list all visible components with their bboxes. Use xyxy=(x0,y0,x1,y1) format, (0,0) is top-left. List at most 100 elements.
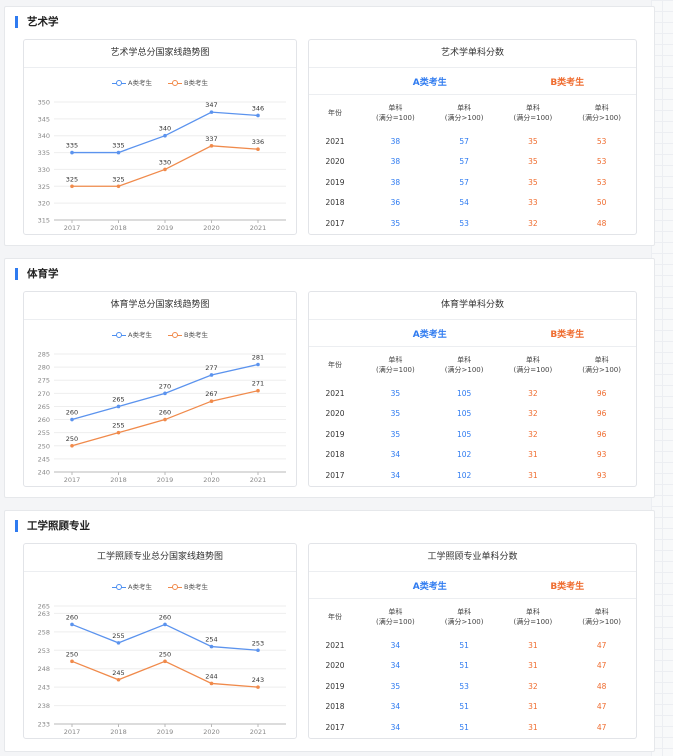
table-title: 艺术学单科分数 xyxy=(309,40,636,68)
data-point[interactable] xyxy=(256,685,260,689)
table-column-header: 年份 单科 (满分=100) 单科 (满分>100) 单科 (满分=100) 单科 (满… xyxy=(309,599,636,635)
data-point[interactable] xyxy=(209,644,214,649)
data-label: 271 xyxy=(252,380,264,388)
table-group-header: A类考生 B类考生 xyxy=(309,320,636,347)
data-point[interactable] xyxy=(256,648,260,653)
data-point[interactable] xyxy=(70,150,74,155)
data-point[interactable] xyxy=(256,388,260,393)
cell-a-subject-over100: 57 xyxy=(459,177,469,187)
table-column-header: 年份 单科 (满分=100) 单科 (满分>100) 单科 (满分=100) 单科 (满… xyxy=(309,347,636,383)
data-point[interactable] xyxy=(163,622,167,627)
cell-year: 2020 xyxy=(325,661,345,671)
data-label: 336 xyxy=(252,138,264,146)
x-tick-label: 2021 xyxy=(250,476,267,484)
cell-year: 2017 xyxy=(325,470,345,480)
data-point[interactable] xyxy=(70,659,74,664)
trend-chart-panel: 体育学总分国家线趋势图 A类考生 B类考生 240 245 250 255 260 265… xyxy=(23,291,297,487)
group-b-label: B类考生 xyxy=(550,77,585,88)
data-point[interactable] xyxy=(70,622,74,627)
data-point[interactable] xyxy=(70,417,74,422)
data-point[interactable] xyxy=(116,404,121,409)
cell-b-subject-over100: 47 xyxy=(596,702,607,712)
cell-b-subject-100: 32 xyxy=(528,429,538,439)
y-tick-label: 243 xyxy=(38,684,50,692)
col-label: 单科 xyxy=(594,356,609,364)
cell-b-subject-100: 31 xyxy=(528,470,538,480)
table-group-header: A类考生 B类考生 xyxy=(309,572,636,599)
y-tick-label: 345 xyxy=(38,115,50,123)
data-point[interactable] xyxy=(116,184,121,189)
cell-b-subject-over100: 53 xyxy=(596,177,607,187)
cell-b-subject-100: 31 xyxy=(528,450,538,460)
group-b-label: B类考生 xyxy=(550,329,585,340)
y-tick-label: 315 xyxy=(38,217,50,225)
col-year: 年份 xyxy=(328,613,342,621)
y-tick-label: 270 xyxy=(38,390,50,398)
cell-year: 2020 xyxy=(325,409,345,419)
cell-b-subject-100: 31 xyxy=(528,661,538,671)
data-point[interactable] xyxy=(256,362,260,367)
cell-a-subject-100: 34 xyxy=(390,640,401,650)
col-a-subject-over100: 单科 (满分>100) xyxy=(430,103,499,123)
data-point[interactable] xyxy=(116,641,121,645)
legend-item-a[interactable]: A类考生 xyxy=(112,77,152,87)
cell-year: 2021 xyxy=(325,388,345,398)
data-point[interactable] xyxy=(70,184,74,189)
data-point[interactable] xyxy=(163,659,167,664)
data-label: 260 xyxy=(159,409,171,417)
cell-b-subject-over100: 48 xyxy=(596,681,607,691)
data-point[interactable] xyxy=(116,150,121,155)
table-row: 2018 36 54 33 50 xyxy=(309,193,636,214)
cell-a-subject-over100: 105 xyxy=(456,429,472,439)
data-label: 325 xyxy=(66,175,78,183)
table-title: 体育学单科分数 xyxy=(309,292,636,320)
data-label: 270 xyxy=(159,382,171,390)
section-engineering: 工学照顾专业 工学照顾专业总分国家线趋势图 A类考生 B类考生 233 238 24… xyxy=(4,510,655,752)
table-row: 2020 34 51 31 47 xyxy=(309,656,636,677)
data-point[interactable] xyxy=(209,399,214,403)
col-a-subject-100: 单科 (满分=100) xyxy=(361,355,430,375)
legend-item-a[interactable]: A类考生 xyxy=(112,581,152,591)
y-tick-label: 245 xyxy=(38,455,50,463)
legend-item-b[interactable]: B类考生 xyxy=(168,581,208,591)
cell-a-subject-100: 34 xyxy=(390,450,401,460)
col-label: 单科 xyxy=(594,608,609,616)
group-a-label: A类考生 xyxy=(412,77,447,88)
section-title: 艺术学 xyxy=(15,16,59,28)
data-point[interactable] xyxy=(116,430,121,435)
legend-item-b[interactable]: B类考生 xyxy=(168,329,208,339)
cell-b-subject-100: 32 xyxy=(528,388,538,398)
cell-a-subject-over100: 105 xyxy=(456,388,472,398)
legend-item-a[interactable]: A类考生 xyxy=(112,329,152,339)
col-year: 年份 xyxy=(328,361,342,369)
cell-a-subject-100: 34 xyxy=(390,661,401,671)
cell-year: 2020 xyxy=(325,157,345,167)
data-point[interactable] xyxy=(209,110,214,114)
x-tick-label: 2020 xyxy=(203,224,220,232)
data-point[interactable] xyxy=(256,147,260,151)
col-b-subject-100: 单科 (满分=100) xyxy=(499,607,568,627)
data-point[interactable] xyxy=(163,417,167,422)
data-point[interactable] xyxy=(116,677,121,682)
data-point[interactable] xyxy=(163,167,167,172)
data-point[interactable] xyxy=(256,113,260,118)
data-point[interactable] xyxy=(70,443,74,448)
data-label: 277 xyxy=(205,364,217,372)
data-point[interactable] xyxy=(209,681,214,686)
cell-b-subject-over100: 96 xyxy=(596,388,607,398)
col-a-subject-over100: 单科 (满分>100) xyxy=(430,607,499,627)
data-point[interactable] xyxy=(163,391,167,396)
col-sub: (满分=100) xyxy=(513,114,553,122)
table-row: 2021 34 51 31 47 xyxy=(309,635,636,656)
x-tick-label: 2021 xyxy=(250,728,267,736)
data-point[interactable] xyxy=(209,144,214,148)
data-point[interactable] xyxy=(209,373,214,377)
cell-b-subject-100: 35 xyxy=(528,157,538,167)
y-tick-label: 320 xyxy=(38,200,50,208)
table-row: 2018 34 102 31 93 xyxy=(309,445,636,466)
table-row: 2020 35 105 32 96 xyxy=(309,404,636,425)
legend-item-b[interactable]: B类考生 xyxy=(168,77,208,87)
data-point[interactable] xyxy=(163,133,167,138)
legend-marker-a-icon xyxy=(112,80,126,87)
legend-label-b: B类考生 xyxy=(184,583,208,591)
